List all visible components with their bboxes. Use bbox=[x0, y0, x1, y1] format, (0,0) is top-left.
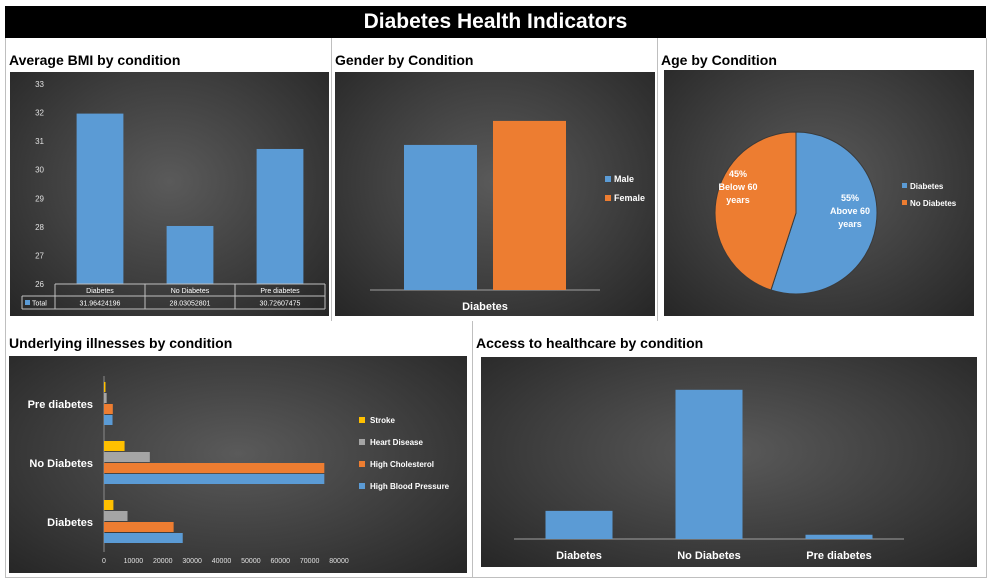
bmi-bar-0 bbox=[76, 113, 124, 285]
gender-legend-key-0 bbox=[605, 176, 611, 182]
bmi-table-value-0: 31.96424196 bbox=[80, 301, 121, 308]
age-slice-pct-1: 45% bbox=[729, 169, 747, 179]
gender-category-label: Diabetes bbox=[462, 301, 508, 313]
bmi-chart: 26 27 28 29 30 31 32 33 Diabetes 31.96424196 No Di… bbox=[10, 72, 329, 316]
bmi-category-label-2: Pre diabetes bbox=[260, 288, 300, 295]
illness-bar-0-2 bbox=[104, 511, 128, 521]
illness-legend-label-0: Stroke bbox=[370, 416, 395, 425]
illness-bar-2-2 bbox=[104, 393, 107, 403]
illness-x-tick-0: 0 bbox=[102, 558, 106, 565]
illness-category-label-1: No Diabetes bbox=[29, 458, 93, 470]
illness-legend-key-0 bbox=[359, 417, 365, 423]
bmi-y-tick-3: 29 bbox=[35, 194, 44, 203]
illness-panel: Underlying illnesses by condition 0 10000… bbox=[5, 321, 472, 577]
illness-legend-key-2 bbox=[359, 461, 365, 467]
bmi-panel-title: Average BMI by condition bbox=[9, 52, 181, 68]
gender-bar-female bbox=[493, 120, 566, 291]
illness-legend-label-1: Heart Disease bbox=[370, 438, 423, 447]
access-bar-0 bbox=[545, 510, 613, 539]
age-chart: 55% Above 60 years 45% Below 60 years Diabetes… bbox=[664, 70, 974, 316]
age-panel-title: Age by Condition bbox=[661, 52, 777, 68]
illness-x-tick-1: 10000 bbox=[124, 558, 144, 565]
access-bar-1 bbox=[675, 389, 743, 539]
bmi-y-tick-0: 26 bbox=[35, 280, 44, 289]
gender-bar-male bbox=[404, 144, 477, 290]
illness-bar-1-0 bbox=[104, 474, 325, 484]
bmi-bar-2 bbox=[256, 148, 304, 284]
bmi-y-tick-1: 27 bbox=[35, 251, 44, 260]
illness-category-label-0: Diabetes bbox=[47, 517, 93, 529]
gender-panel: Gender by Condition Diabetes Male Female bbox=[331, 38, 657, 321]
illness-bar-0-1 bbox=[104, 522, 174, 532]
illness-category-label-2: Pre diabetes bbox=[28, 399, 93, 411]
age-chart-svg: 55% Above 60 years 45% Below 60 years Diabetes… bbox=[714, 131, 957, 295]
access-panel: Access to healthcare by condition Diabet… bbox=[472, 321, 986, 577]
age-slice-text-0-1: years bbox=[838, 219, 862, 229]
age-legend-label-0: Diabetes bbox=[910, 182, 944, 191]
gender-legend-label-0: Male bbox=[614, 174, 634, 184]
age-slice-1 bbox=[714, 131, 797, 291]
age-panel: Age by Condition 55% Above 60 years 45% Belo… bbox=[657, 38, 986, 321]
age-slice-0 bbox=[770, 131, 878, 295]
gender-panel-title: Gender by Condition bbox=[335, 52, 474, 68]
illness-bar-2-1 bbox=[104, 404, 113, 414]
illness-x-tick-2: 20000 bbox=[153, 558, 173, 565]
access-chart: Diabetes No Diabetes Pre diabetes bbox=[481, 357, 977, 567]
illness-bar-1-3 bbox=[104, 441, 125, 451]
dashboard-title: Diabetes Health Indicators bbox=[5, 6, 986, 38]
illness-x-tick-4: 40000 bbox=[212, 558, 232, 565]
gender-chart-svg: Diabetes Male Female bbox=[370, 120, 645, 313]
illness-x-tick-6: 60000 bbox=[271, 558, 291, 565]
access-category-label-2: Pre diabetes bbox=[806, 550, 871, 562]
illness-legend-key-3 bbox=[359, 483, 365, 489]
access-bar-2 bbox=[805, 534, 873, 539]
access-category-label-1: No Diabetes bbox=[677, 550, 741, 562]
illness-chart: 0 10000 20000 30000 40000 50000 60000 70000 8000… bbox=[9, 356, 467, 573]
illness-legend-key-1 bbox=[359, 439, 365, 445]
illness-x-tick-5: 50000 bbox=[241, 558, 261, 565]
illness-bar-2-0 bbox=[104, 415, 113, 425]
age-legend-label-1: No Diabetes bbox=[910, 199, 957, 208]
bmi-bar-1 bbox=[166, 225, 214, 284]
bottom-divider bbox=[5, 577, 986, 578]
illness-chart-svg: 0 10000 20000 30000 40000 50000 60000 70000 8000… bbox=[28, 376, 450, 565]
right-divider bbox=[986, 38, 987, 578]
access-chart-svg: Diabetes No Diabetes Pre diabetes bbox=[514, 389, 904, 562]
bmi-series-name: Total bbox=[32, 301, 47, 308]
gender-chart: Diabetes Male Female bbox=[335, 72, 655, 316]
age-slice-text-0-0: Above 60 bbox=[830, 206, 870, 216]
age-legend-key-1 bbox=[902, 200, 907, 205]
illness-bar-0-0 bbox=[104, 533, 183, 543]
bmi-y-tick-7: 33 bbox=[35, 80, 44, 89]
access-panel-title: Access to healthcare by condition bbox=[476, 335, 704, 351]
gender-legend-label-1: Female bbox=[614, 193, 645, 203]
illness-bar-1-2 bbox=[104, 452, 150, 462]
bmi-y-tick-6: 32 bbox=[35, 109, 44, 118]
age-legend-key-0 bbox=[902, 183, 907, 188]
age-slice-pct-0: 55% bbox=[841, 193, 859, 203]
illness-x-tick-3: 30000 bbox=[182, 558, 202, 565]
bmi-y-tick-4: 30 bbox=[35, 166, 44, 175]
illness-legend-label-2: High Cholesterol bbox=[370, 460, 434, 469]
bmi-table-value-2: 30.72607475 bbox=[260, 301, 301, 308]
age-slice-text-1-0: Below 60 bbox=[718, 182, 757, 192]
bmi-y-tick-2: 28 bbox=[35, 223, 44, 232]
bmi-y-tick-5: 31 bbox=[35, 137, 44, 146]
gender-legend-key-1 bbox=[605, 195, 611, 201]
bmi-category-label-1: No Diabetes bbox=[171, 288, 210, 295]
bmi-series-key bbox=[25, 300, 30, 305]
bmi-category-label-0: Diabetes bbox=[86, 288, 114, 295]
bmi-chart-svg: 26 27 28 29 30 31 32 33 Diabetes 31.96424196 No Di… bbox=[21, 80, 326, 310]
bmi-panel: Average BMI by condition 26 27 28 29 30 31 32 3… bbox=[5, 38, 331, 321]
illness-bar-1-1 bbox=[104, 463, 325, 473]
access-category-label-0: Diabetes bbox=[556, 550, 602, 562]
age-slice-text-1-1: years bbox=[726, 195, 750, 205]
illness-legend-label-3: High Blood Pressure bbox=[370, 482, 450, 491]
bmi-table-value-1: 28.03052801 bbox=[170, 301, 211, 308]
illness-x-tick-8: 80000 bbox=[329, 558, 349, 565]
illness-panel-title: Underlying illnesses by condition bbox=[9, 335, 233, 351]
illness-bar-0-3 bbox=[104, 500, 114, 510]
illness-x-tick-7: 70000 bbox=[300, 558, 320, 565]
illness-bar-2-3 bbox=[104, 382, 106, 392]
